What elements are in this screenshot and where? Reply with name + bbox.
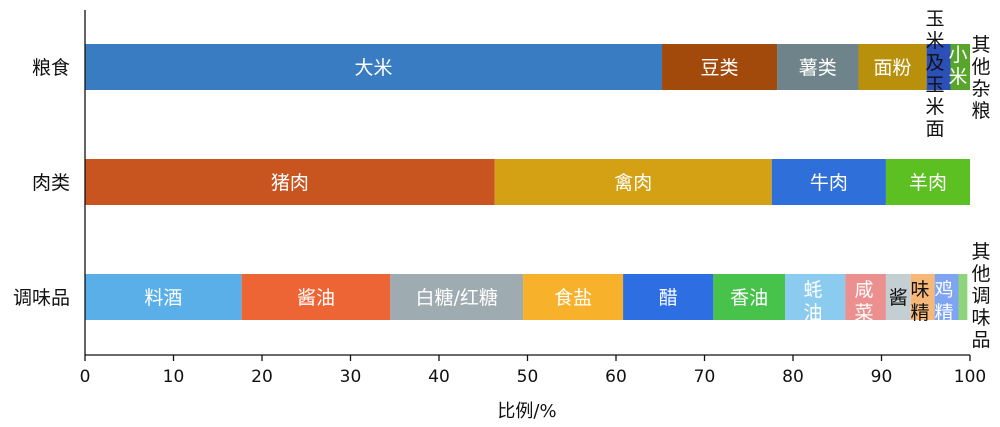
x-tick-label: 60 — [605, 367, 627, 387]
segment-label: 猪肉 — [271, 172, 309, 194]
bar-segment — [771, 159, 886, 205]
bar-segment — [958, 274, 968, 320]
segment-label: 料酒 — [144, 287, 182, 309]
bar-segment — [623, 274, 714, 320]
bar-segment — [390, 274, 524, 320]
segment-label: 牛肉 — [810, 172, 848, 194]
segment-label: 玉米及玉米面 — [925, 8, 944, 140]
segment-label: 面粉 — [874, 57, 912, 79]
segment-label: 食盐 — [554, 287, 592, 309]
bar-segment — [85, 44, 663, 90]
x-tick-label: 100 — [954, 367, 986, 387]
segment-label: 酱 — [889, 287, 908, 309]
segment-label: 大米 — [355, 57, 393, 79]
segment-label: 豆类 — [701, 57, 739, 79]
x-tick-label: 30 — [340, 367, 362, 387]
bar-segment — [777, 44, 859, 90]
x-tick-label: 0 — [80, 367, 91, 387]
bars-layer — [85, 44, 970, 320]
segment-label: 羊肉 — [909, 172, 947, 194]
bar-segment — [910, 274, 935, 320]
category-label: 粮食 — [32, 57, 70, 79]
segment-label: 小米 — [948, 44, 967, 88]
segment-label: 鸡精 — [934, 279, 953, 324]
segment-label: 禽肉 — [614, 172, 652, 194]
segment-label: 酱油 — [297, 287, 335, 309]
x-tick-label: 90 — [871, 367, 893, 387]
category-label: 调味品 — [13, 287, 70, 309]
bar-segment — [241, 274, 391, 320]
segment-label: 咸菜 — [854, 279, 873, 324]
bar-segment — [885, 159, 970, 205]
segment-label: 醋 — [659, 287, 678, 309]
bar-segment — [934, 274, 959, 320]
segment-label: 味精 — [910, 279, 929, 324]
segment-label: 蚝油 — [803, 279, 822, 324]
x-tick-label: 40 — [428, 367, 450, 387]
x-tick-label: 80 — [782, 367, 804, 387]
bar-segment — [85, 159, 495, 205]
segment-label: 其他调味品 — [971, 241, 990, 351]
bar-segment — [950, 44, 970, 90]
x-tick-label: 20 — [251, 367, 273, 387]
x-tick-label: 10 — [163, 367, 185, 387]
segment-label: 其他杂粮 — [971, 34, 990, 122]
bar-segment — [494, 159, 772, 205]
bar-segment — [713, 274, 786, 320]
bar-segment — [523, 274, 624, 320]
bar-segment — [926, 44, 951, 90]
bar-segment — [858, 44, 927, 90]
x-ticks-layer: 0 10 20 30 40 50 60 70 80 90 100 — [80, 355, 986, 387]
bar-segment — [85, 274, 242, 320]
bar-segment — [845, 274, 886, 320]
x-tick-label: 50 — [517, 367, 539, 387]
category-label: 肉类 — [32, 172, 70, 194]
x-axis-title: 比例/% — [497, 401, 556, 422]
segment-label: 薯类 — [799, 57, 837, 79]
segment-label: 香油 — [730, 287, 768, 309]
bar-segment — [885, 274, 911, 320]
x-tick-label: 70 — [694, 367, 716, 387]
bar-segment — [662, 44, 778, 90]
bar-segment — [785, 274, 846, 320]
segment-label: 白糖/红糖 — [415, 287, 497, 309]
